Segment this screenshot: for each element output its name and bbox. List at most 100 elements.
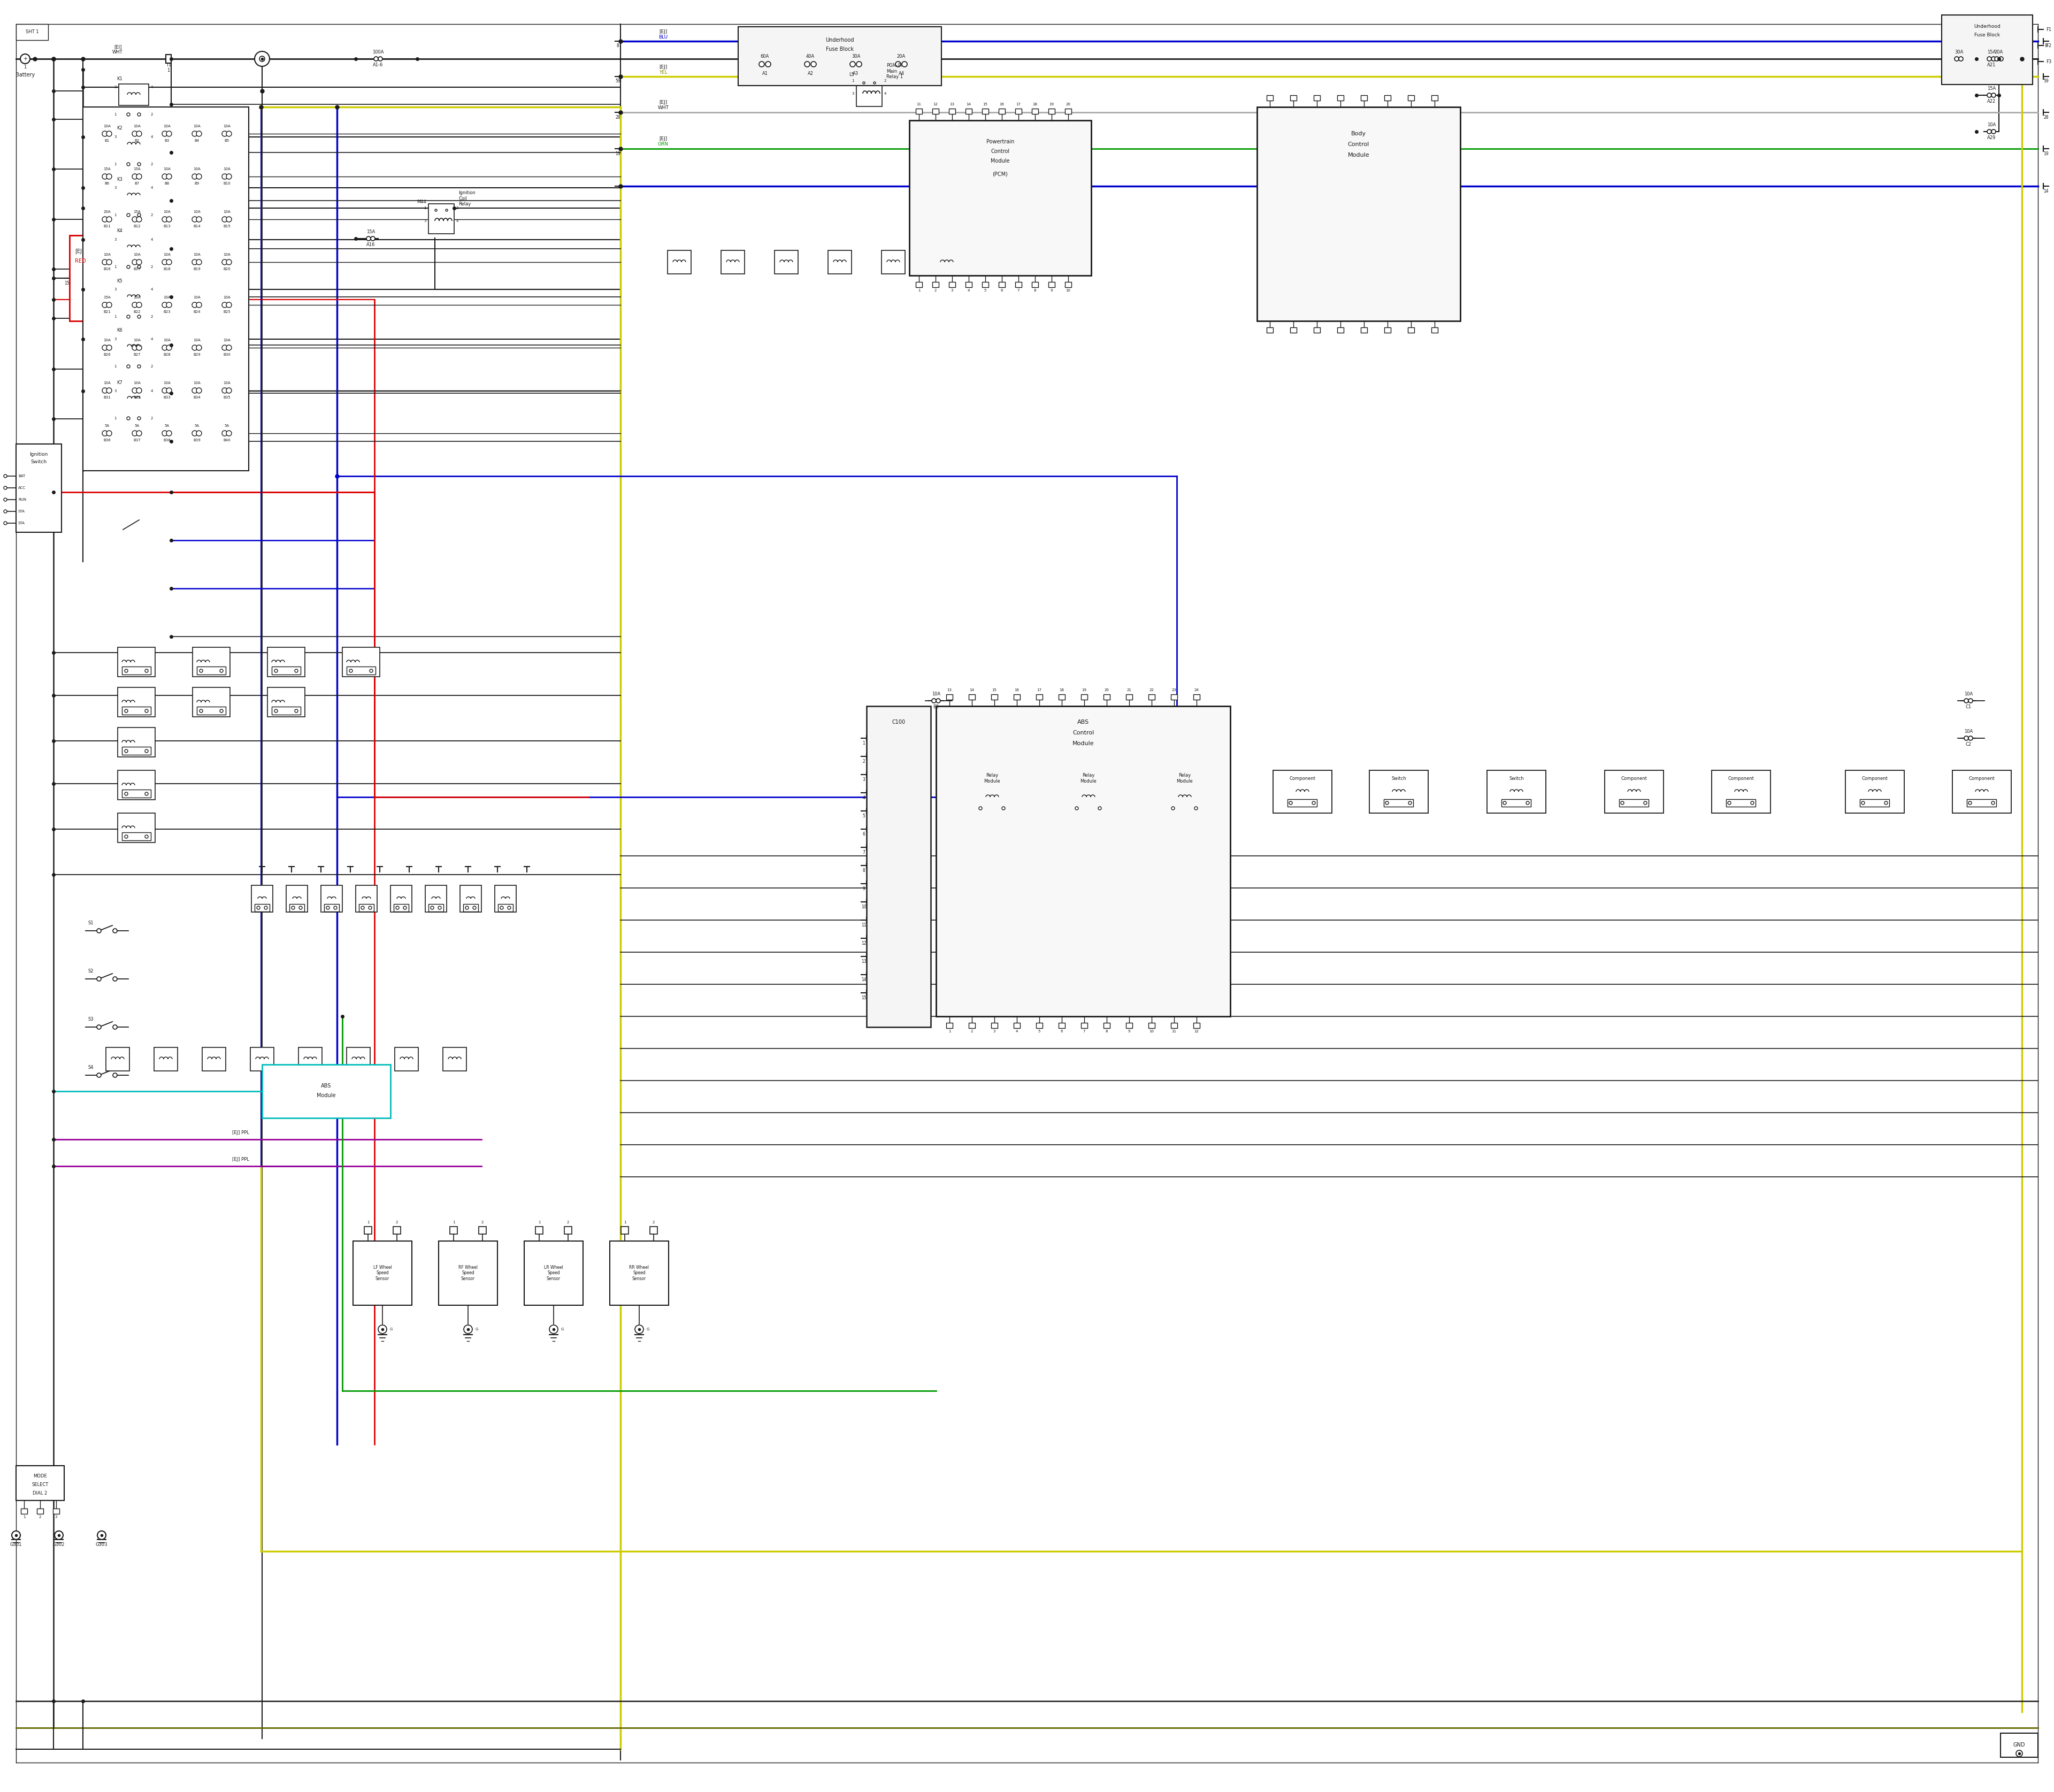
Circle shape xyxy=(374,57,378,61)
Text: +: + xyxy=(23,56,27,61)
Text: 8: 8 xyxy=(616,43,618,48)
Circle shape xyxy=(162,346,168,351)
Text: [EJ]: [EJ] xyxy=(74,249,84,254)
Circle shape xyxy=(131,303,138,308)
Circle shape xyxy=(362,907,364,909)
Text: Component: Component xyxy=(1861,776,1888,781)
Bar xyxy=(290,903,304,912)
Text: Component: Component xyxy=(1727,776,1754,781)
Text: 15: 15 xyxy=(64,281,70,285)
Circle shape xyxy=(1992,57,1996,61)
Text: Switch: Switch xyxy=(31,461,47,464)
Circle shape xyxy=(97,1530,107,1539)
Text: Fuse Block: Fuse Block xyxy=(826,47,854,52)
Bar xyxy=(1080,1023,1087,1029)
Bar xyxy=(1035,1023,1043,1029)
Bar xyxy=(1148,694,1154,699)
Bar xyxy=(2001,1733,2038,1758)
Circle shape xyxy=(197,217,201,222)
Bar xyxy=(1013,1023,1021,1029)
Text: 16: 16 xyxy=(1015,688,1019,692)
Text: Component: Component xyxy=(1621,776,1647,781)
Circle shape xyxy=(97,1073,101,1077)
Text: 2: 2 xyxy=(150,366,154,367)
Bar xyxy=(1360,95,1368,100)
Circle shape xyxy=(265,907,267,909)
Text: 3: 3 xyxy=(115,337,117,340)
Text: ACC: ACC xyxy=(18,486,27,489)
Bar xyxy=(271,706,300,715)
Text: 10A: 10A xyxy=(134,125,140,127)
Text: 1: 1 xyxy=(115,418,117,419)
Text: B22: B22 xyxy=(134,310,140,314)
Circle shape xyxy=(103,430,107,435)
Circle shape xyxy=(103,131,107,136)
Text: B12: B12 xyxy=(134,224,140,228)
Text: 3: 3 xyxy=(115,238,117,242)
Text: 1: 1 xyxy=(423,206,427,210)
Circle shape xyxy=(1999,57,2003,61)
Bar xyxy=(949,281,955,287)
Circle shape xyxy=(166,131,173,136)
Text: 10A: 10A xyxy=(224,125,230,127)
Text: 2: 2 xyxy=(150,213,154,217)
Text: 30A: 30A xyxy=(852,54,861,59)
Bar xyxy=(1126,694,1132,699)
Circle shape xyxy=(125,792,127,796)
Text: YEL: YEL xyxy=(659,70,668,75)
Text: B33: B33 xyxy=(162,396,170,400)
Circle shape xyxy=(294,668,298,672)
Text: 14: 14 xyxy=(965,102,972,106)
Text: 7: 7 xyxy=(1017,289,1019,292)
Circle shape xyxy=(136,387,142,392)
Text: Component: Component xyxy=(1968,776,1994,781)
Text: 10A: 10A xyxy=(134,296,140,299)
Circle shape xyxy=(107,131,111,136)
Circle shape xyxy=(507,907,511,909)
Bar xyxy=(392,1226,401,1235)
Bar xyxy=(1126,1023,1132,1029)
Text: 10A: 10A xyxy=(224,253,230,256)
Circle shape xyxy=(131,217,138,222)
Text: B26: B26 xyxy=(103,353,111,357)
Bar xyxy=(263,1064,390,1118)
Circle shape xyxy=(107,430,111,435)
Text: 4: 4 xyxy=(967,289,969,292)
Circle shape xyxy=(1968,801,1972,805)
Text: 4: 4 xyxy=(150,86,154,90)
Text: F3: F3 xyxy=(2046,59,2052,65)
Bar xyxy=(1267,328,1273,333)
Circle shape xyxy=(131,174,138,179)
Bar xyxy=(1384,799,1413,806)
Circle shape xyxy=(275,668,277,672)
Text: 17: 17 xyxy=(1037,688,1041,692)
Text: MODE: MODE xyxy=(33,1475,47,1478)
Circle shape xyxy=(937,699,941,702)
Bar xyxy=(610,1242,670,1305)
Text: 15A: 15A xyxy=(134,210,140,213)
Text: 19: 19 xyxy=(616,151,620,156)
Text: BLU: BLU xyxy=(659,34,668,39)
Bar xyxy=(1015,109,1021,115)
Circle shape xyxy=(226,387,232,392)
Text: 9: 9 xyxy=(863,885,865,891)
Circle shape xyxy=(857,61,863,66)
Circle shape xyxy=(292,907,294,909)
Bar xyxy=(949,109,955,115)
Text: G302: G302 xyxy=(53,1543,66,1546)
Circle shape xyxy=(113,928,117,934)
Circle shape xyxy=(1099,806,1101,810)
Text: B2: B2 xyxy=(134,140,140,142)
Bar xyxy=(119,134,148,156)
Text: 4: 4 xyxy=(150,289,154,290)
Text: 16: 16 xyxy=(1000,102,1004,106)
Circle shape xyxy=(131,131,138,136)
Circle shape xyxy=(1409,801,1411,805)
Bar xyxy=(121,210,146,220)
Circle shape xyxy=(125,749,127,753)
Text: 1: 1 xyxy=(115,315,117,319)
Text: 10A: 10A xyxy=(162,339,170,342)
Text: 1: 1 xyxy=(166,68,170,73)
Text: 10A: 10A xyxy=(1986,124,1996,127)
Bar xyxy=(1953,771,2011,814)
